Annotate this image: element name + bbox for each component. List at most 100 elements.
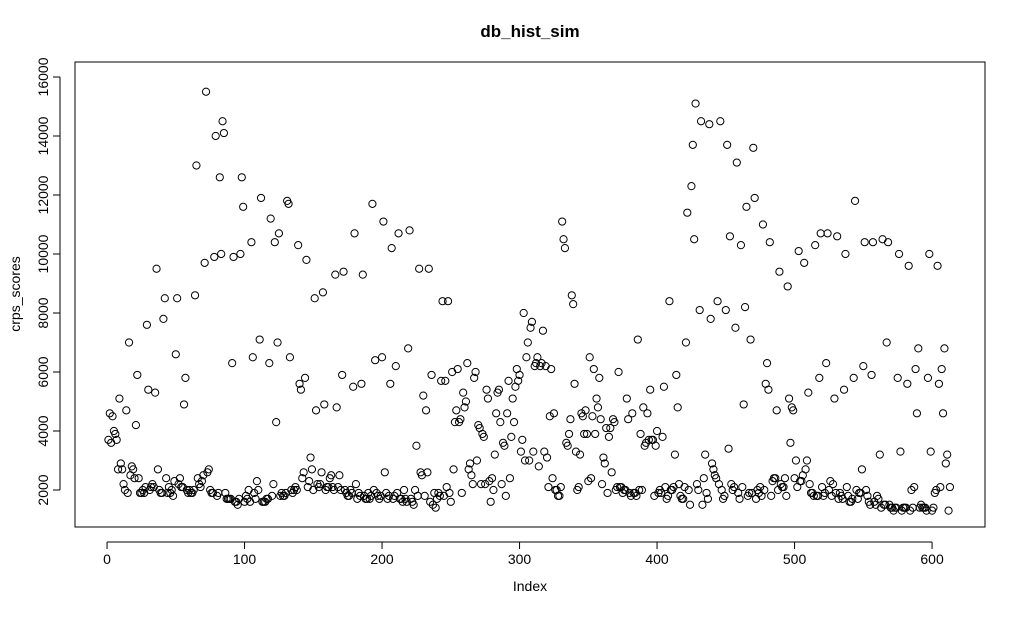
point (398, 497, 407, 506)
point (690, 235, 699, 244)
point (237, 173, 246, 182)
point (613, 482, 622, 492)
point (566, 415, 575, 424)
point (659, 382, 669, 391)
x-tick-label: 600 (920, 551, 944, 567)
point (460, 403, 469, 412)
point (933, 261, 942, 270)
point (479, 432, 488, 442)
point (256, 193, 266, 203)
point (860, 238, 869, 247)
point (200, 258, 209, 267)
point (600, 459, 609, 468)
point (467, 471, 476, 480)
point (270, 238, 279, 247)
point (490, 450, 499, 459)
point (938, 409, 948, 418)
point (379, 217, 388, 226)
point (201, 87, 211, 96)
point (141, 482, 150, 492)
point (302, 255, 311, 264)
point (420, 491, 429, 501)
point (650, 491, 659, 501)
point (445, 488, 454, 498)
point (300, 373, 310, 383)
point (459, 388, 468, 397)
point (472, 456, 482, 465)
point (904, 261, 913, 270)
point (944, 506, 953, 515)
point (358, 270, 367, 279)
point (537, 359, 546, 368)
point (332, 403, 341, 412)
point (555, 491, 564, 501)
point (940, 344, 949, 353)
point (171, 350, 180, 359)
point (815, 373, 824, 383)
point (783, 282, 792, 291)
point (254, 485, 263, 495)
point (122, 406, 131, 415)
point (153, 465, 163, 474)
point (882, 338, 891, 347)
point (204, 465, 213, 474)
point (934, 379, 944, 388)
point (852, 485, 861, 495)
point (599, 453, 608, 462)
point (943, 450, 952, 459)
point (674, 480, 684, 489)
point (926, 447, 935, 456)
point (509, 418, 519, 427)
point (516, 447, 526, 456)
point (945, 482, 955, 492)
point (142, 320, 152, 329)
point (438, 297, 447, 306)
point (236, 249, 245, 259)
point (549, 409, 559, 418)
point (589, 364, 598, 374)
point (564, 429, 574, 439)
point (405, 226, 414, 235)
point (457, 488, 466, 498)
point (446, 497, 455, 506)
point (588, 412, 597, 421)
point (162, 474, 171, 483)
point (274, 229, 284, 238)
point (129, 465, 138, 474)
point (816, 229, 825, 238)
point (189, 485, 198, 495)
point (296, 385, 306, 394)
point (694, 485, 703, 495)
point (485, 477, 494, 486)
point (771, 474, 780, 483)
point (746, 335, 755, 344)
point (463, 359, 472, 368)
point (503, 409, 512, 418)
point (486, 497, 495, 506)
point (732, 158, 741, 167)
point (159, 314, 168, 323)
point (556, 482, 565, 492)
point (449, 465, 458, 474)
point (333, 482, 343, 492)
point (703, 494, 713, 503)
point (423, 468, 432, 477)
point (450, 418, 460, 427)
point (196, 482, 205, 492)
point (448, 367, 457, 377)
point (233, 500, 242, 509)
point (801, 465, 810, 474)
point (822, 359, 831, 368)
point (586, 474, 596, 483)
point (529, 447, 538, 456)
point (684, 485, 693, 495)
point (544, 482, 553, 492)
point (531, 359, 541, 368)
point (272, 418, 281, 427)
point (657, 488, 666, 498)
point (452, 406, 461, 415)
point (756, 482, 765, 492)
point (181, 373, 190, 383)
point (369, 485, 378, 495)
